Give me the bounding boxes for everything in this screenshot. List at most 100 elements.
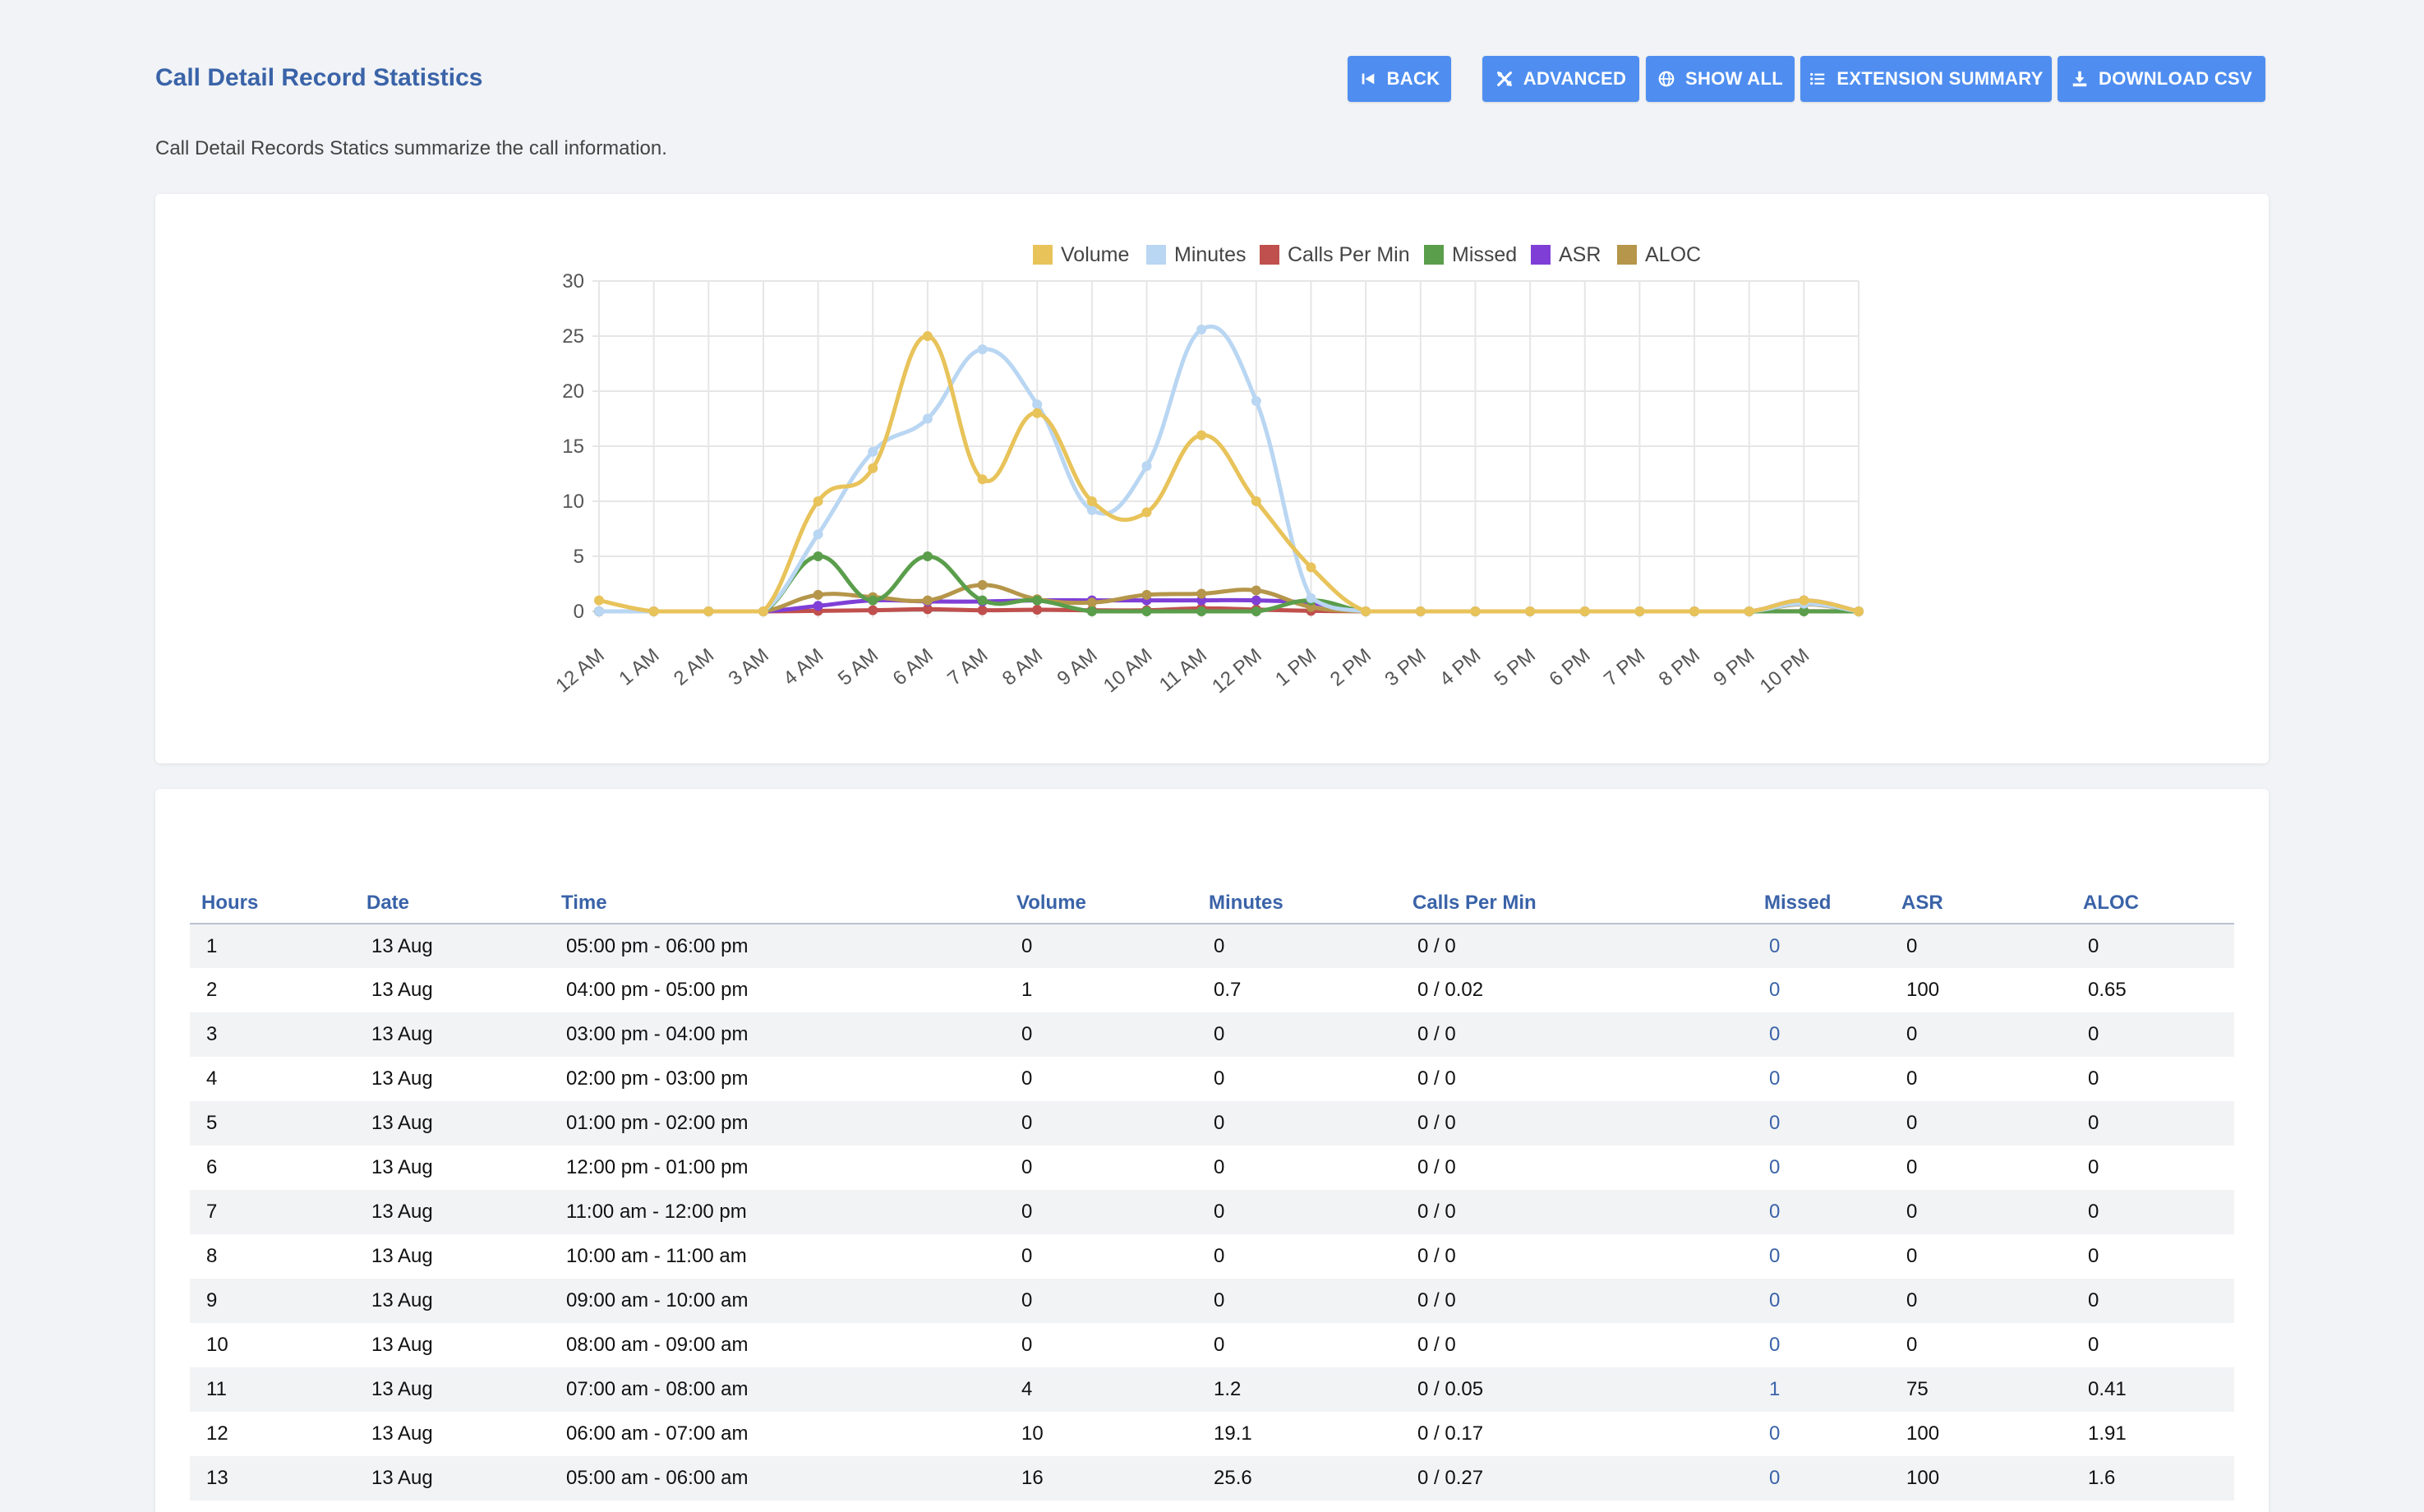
table-cell: 0: [1197, 1279, 1401, 1323]
advanced-button[interactable]: ADVANCED: [1482, 56, 1639, 102]
missed-count-link[interactable]: 0: [1769, 1422, 1781, 1445]
table-row: 11 13 Aug 07:00 am - 08:00 am 4 1.2 0 / 0.05 1…: [190, 1367, 2234, 1412]
column-header-calls-per-min[interactable]: Calls Per Min: [1401, 886, 1753, 924]
missed-count-link[interactable]: 0: [1769, 1245, 1781, 1267]
table-cell: 01:00 pm - 02:00 pm: [550, 1101, 1005, 1146]
table-body: 1 13 Aug 05:00 pm - 06:00 pm 0 0 0 / 0 0 0 0 2 13 …: [190, 924, 2234, 1500]
table-cell: 8: [206, 1245, 218, 1267]
table-cell: 11:00 am - 12:00 pm: [550, 1190, 1005, 1234]
x-tick-label: 9 AM: [1053, 644, 1101, 690]
data-point-minutes: [1032, 399, 1043, 410]
column-header-aloc[interactable]: ALOC: [2071, 886, 2234, 924]
table-cell: 1.91: [2088, 1422, 2127, 1445]
show-all-button-label: SHOW ALL: [1685, 68, 1783, 89]
missed-count-link[interactable]: 0: [1769, 1334, 1781, 1356]
y-tick-label: 15: [562, 436, 584, 458]
data-point-volume: [758, 606, 768, 616]
table-cell: 1.2: [1197, 1367, 1401, 1412]
missed-count-link[interactable]: 0: [1769, 1067, 1781, 1090]
download-csv-button[interactable]: DOWNLOAD CSV: [2058, 56, 2265, 102]
column-header-missed[interactable]: Missed: [1753, 886, 1890, 924]
data-point-volume: [1634, 606, 1645, 616]
missed-count-link[interactable]: 1: [1753, 1367, 1890, 1412]
missed-count-link[interactable]: 0: [1753, 1279, 1890, 1323]
x-tick-label: 10 PM: [1756, 644, 1813, 698]
x-tick-label: 6 AM: [889, 644, 938, 690]
legend-swatch-calls-per-min: [1260, 245, 1279, 265]
table-cell: 13 Aug: [355, 1190, 550, 1234]
table-cell: 0 / 0.05: [1401, 1367, 1753, 1412]
missed-count-link[interactable]: 0: [1769, 979, 1781, 1001]
table-cell: 0: [2088, 1067, 2099, 1090]
back-button[interactable]: BACK: [1348, 56, 1451, 102]
extension-summary-button[interactable]: EXTENSION SUMMARY: [1800, 56, 2052, 102]
table-cell: 09:00 am - 10:00 am: [550, 1279, 1005, 1323]
table-cell: 0 / 0: [1401, 1279, 1753, 1323]
y-tick-label: 0: [574, 601, 584, 623]
x-tick-label: 1 PM: [1271, 644, 1320, 691]
data-point-volume: [1086, 496, 1097, 506]
missed-count-link[interactable]: 0: [1753, 1190, 1890, 1234]
column-header-volume[interactable]: Volume: [1005, 886, 1197, 924]
table-cell: 0: [1890, 1101, 2071, 1146]
missed-count-link[interactable]: 0: [1753, 1456, 1890, 1500]
column-header-minutes[interactable]: Minutes: [1197, 886, 1401, 924]
missed-count-link[interactable]: 0: [1753, 924, 1890, 968]
table-cell: 75: [1890, 1367, 2071, 1412]
data-point-minutes: [813, 529, 823, 540]
table-cell: 0: [1197, 1101, 1401, 1146]
column-header-asr[interactable]: ASR: [1890, 886, 2071, 924]
data-point-volume: [1525, 606, 1536, 616]
data-point-missed: [1086, 606, 1097, 616]
table-cell: 0: [1005, 1279, 1197, 1323]
skip-back-icon: [1359, 70, 1377, 88]
table-cell: 0: [1890, 1012, 2071, 1057]
data-point-aloc: [922, 595, 933, 606]
column-header-date[interactable]: Date: [355, 886, 550, 924]
y-tick-label: 30: [562, 270, 584, 293]
legend-swatch-missed: [1424, 245, 1444, 265]
data-point-volume: [1361, 606, 1371, 616]
table-cell: 4: [1005, 1367, 1197, 1412]
table-cell: 0: [1197, 1190, 1401, 1234]
table-cell: 0: [2071, 1012, 2234, 1057]
table-cell: 0 / 0.27: [1401, 1456, 1753, 1500]
x-tick-label: 5 PM: [1491, 644, 1540, 691]
table-cell: 0 / 0: [1401, 1101, 1753, 1146]
x-tick-label: 1 AM: [615, 644, 663, 690]
table-cell: 1.6: [2071, 1456, 2234, 1500]
data-point-minutes: [1251, 396, 1261, 407]
data-point-missed: [868, 595, 878, 606]
missed-count-link[interactable]: 0: [1769, 1156, 1781, 1178]
table-cell: 0: [1214, 1334, 1225, 1356]
y-tick-label: 5: [574, 546, 584, 568]
download-icon: [2071, 70, 2089, 88]
table-row: 10 13 Aug 08:00 am - 09:00 am 0 0 0 / 0 0 0 0: [190, 1323, 2234, 1367]
data-point-volume: [1032, 408, 1043, 418]
table-cell: 0: [2071, 1190, 2234, 1234]
table-cell: 13 Aug: [371, 979, 433, 1001]
table-cell: 0: [2088, 1245, 2099, 1267]
missed-count-link[interactable]: 0: [1753, 1012, 1890, 1057]
table-cell: 0: [1005, 1012, 1197, 1057]
data-point-minutes: [594, 606, 604, 616]
x-tick-label: 5 AM: [834, 644, 883, 690]
table-cell: 04:00 pm - 05:00 pm: [566, 979, 749, 1001]
table-cell: 0 / 0.17: [1417, 1422, 1484, 1445]
table-cell: 1: [1021, 979, 1033, 1001]
table-cell: 06:00 am - 07:00 am: [566, 1422, 749, 1445]
column-header-time[interactable]: Time: [550, 886, 1005, 924]
data-point-calls-per-min: [868, 605, 878, 615]
advanced-button-label: ADVANCED: [1523, 68, 1627, 89]
missed-count-link[interactable]: 0: [1753, 1101, 1890, 1146]
data-point-calls-per-min: [977, 605, 988, 615]
table-cell: 0.41: [2071, 1367, 2234, 1412]
show-all-button[interactable]: SHOW ALL: [1646, 56, 1795, 102]
data-point-missed: [1799, 606, 1809, 616]
table-cell: 0.65: [2088, 979, 2127, 1001]
legend-label: Volume: [1061, 243, 1129, 266]
data-point-volume: [1854, 606, 1864, 616]
column-header-hours[interactable]: Hours: [190, 886, 355, 924]
table-cell: 0.7: [1214, 979, 1242, 1001]
